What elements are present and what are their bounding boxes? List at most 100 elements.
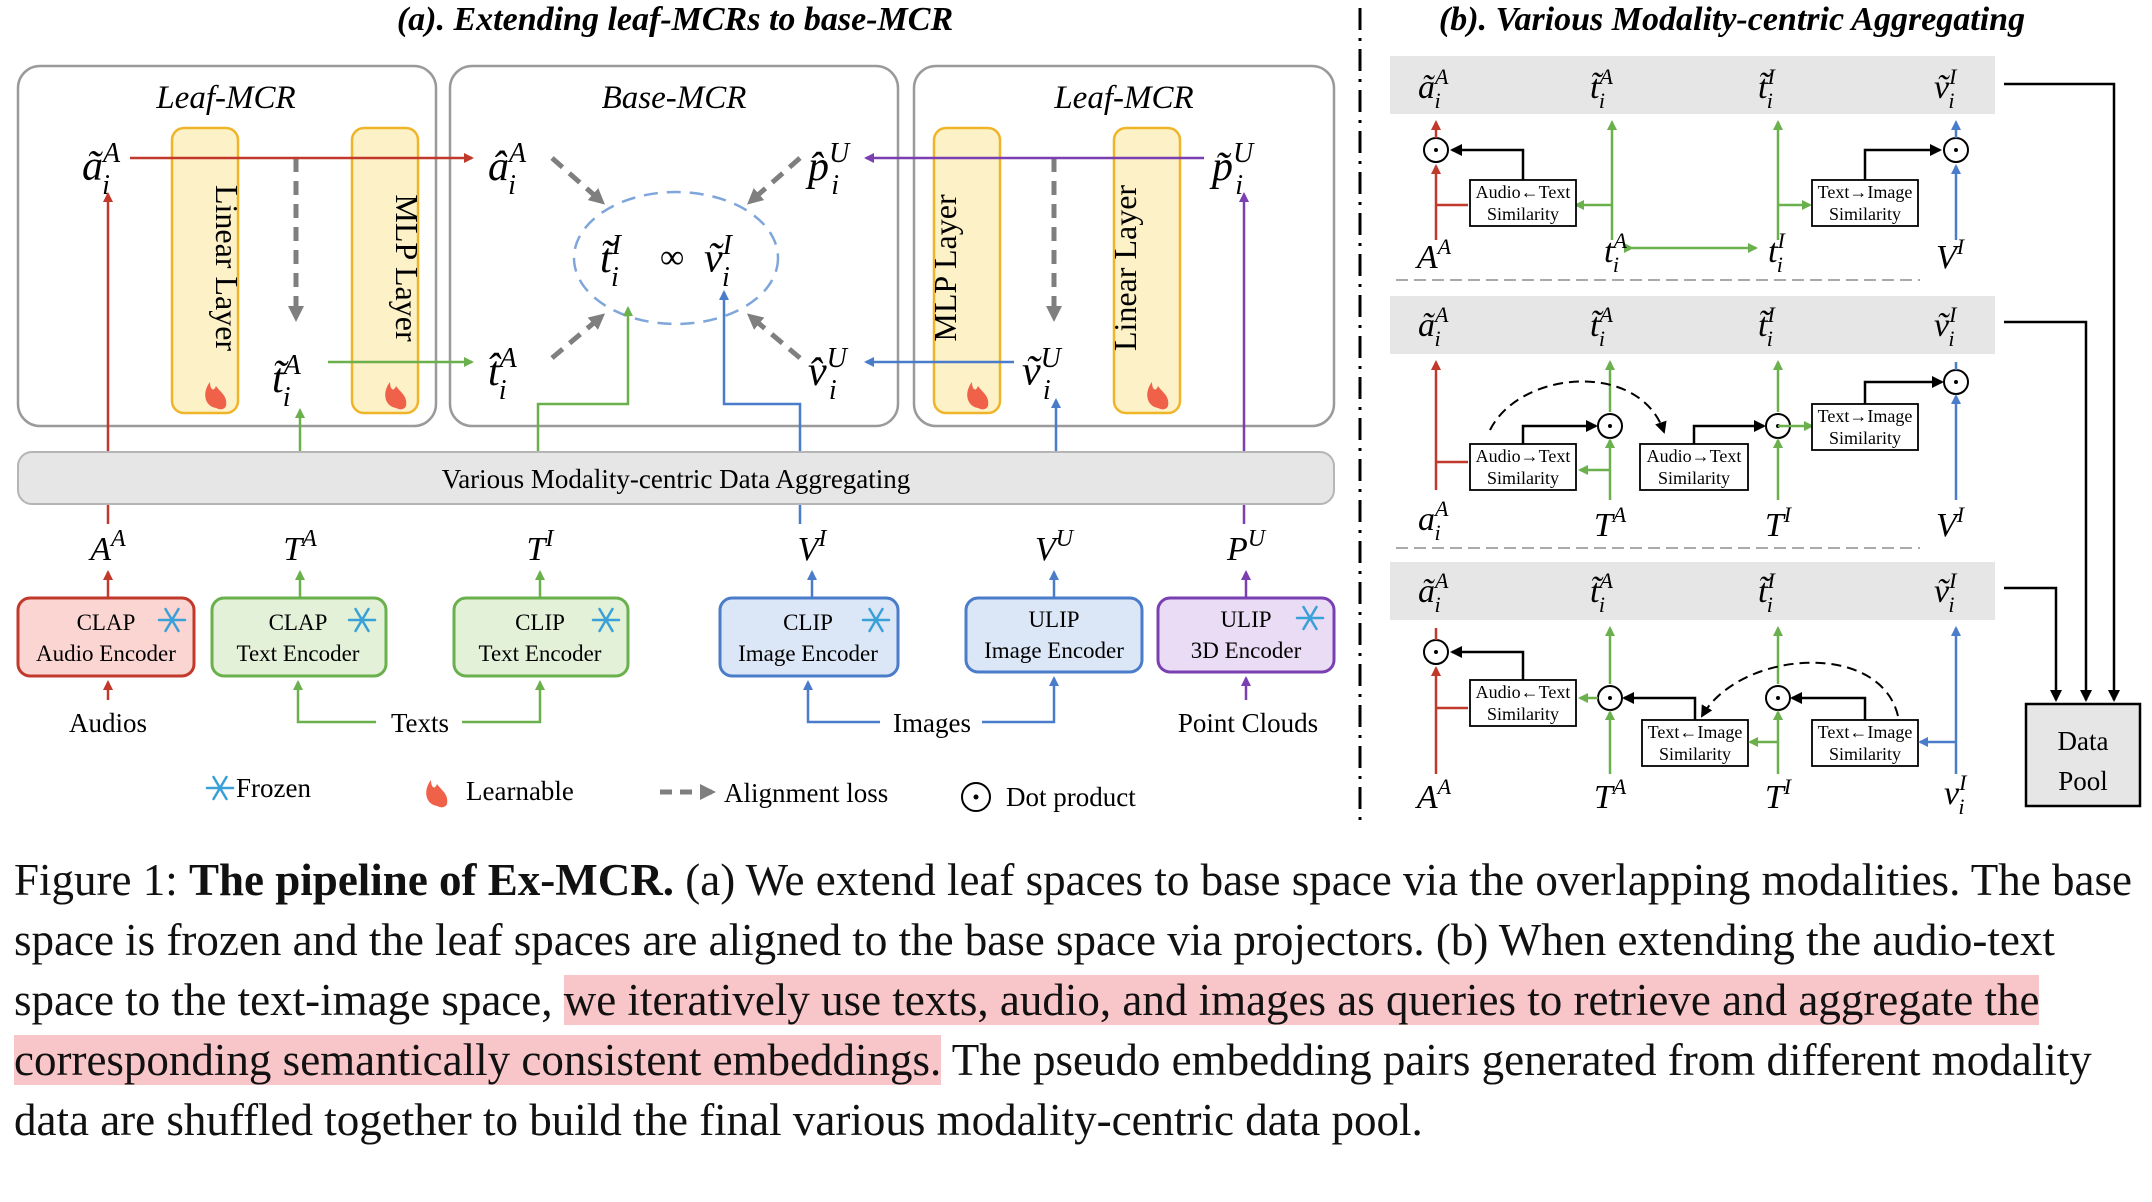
svg-text:ãAi: ãA i: [1418, 302, 1449, 351]
svg-text:t̃Ii: t̃I i: [1758, 64, 1776, 113]
svg-text:VI: VI: [1936, 234, 1966, 276]
symbol-T-I: TI: [527, 526, 555, 568]
svg-text:Similarity: Similarity: [1659, 744, 1731, 764]
svg-text:MLP Layer: MLP Layer: [389, 194, 425, 342]
figure-caption: Figure 1: The pipeline of Ex-MCR. (a) We…: [14, 850, 2142, 1150]
row-audio-centric: ãA i t̃A i t̃I i ṽI i Audio→Text Similarity …: [1390, 296, 1995, 545]
input-texts: Texts: [391, 708, 449, 738]
symbol-v-tilde-U: ṽU i: [1022, 343, 1063, 406]
symbol-a-hat: âA i: [488, 138, 527, 201]
caption-part1: (a) We extend leaf spaces to base space …: [14, 855, 2132, 1025]
symbol-V-U: VU: [1035, 526, 1075, 568]
clap-text-encoder: CLAP Text Encoder: [210, 596, 388, 678]
svg-text:Data: Data: [2058, 726, 2109, 756]
svg-text:Pool: Pool: [2058, 766, 2108, 796]
aggregating-bar: [17, 451, 1335, 505]
svg-text:CLAP: CLAP: [269, 610, 328, 635]
mlp-layer-right: MLP Layer: [927, 126, 1002, 415]
svg-text:MLP Layer: MLP Layer: [927, 194, 963, 342]
svg-text:TI: TI: [1765, 502, 1793, 544]
svg-text:Learnable: Learnable: [466, 776, 574, 806]
svg-text:3D Encoder: 3D Encoder: [1191, 638, 1302, 663]
panel-b-title: (b). Various Modality-centric Aggregatin…: [1439, 1, 2025, 38]
svg-text:vIi: vI i: [1944, 770, 1968, 819]
ulip-image-encoder: ULIP Image Encoder: [964, 596, 1144, 674]
svg-text:TI: TI: [1765, 774, 1793, 816]
svg-text:TA: TA: [1594, 502, 1627, 544]
svg-text:ULIP: ULIP: [1220, 607, 1271, 632]
symbol-V-I: VI: [798, 526, 828, 568]
leaf-mcr-left-label: Leaf-MCR: [155, 80, 295, 116]
leaf-mcr-left-box: [16, 64, 438, 428]
svg-text:VI: VI: [1936, 502, 1966, 544]
svg-text:Similarity: Similarity: [1829, 204, 1901, 224]
svg-text:Text←Image: Text←Image: [1818, 722, 1913, 742]
caption-part2: The pseudo embedding pairs generated fro…: [14, 1035, 2092, 1145]
symbol-v-tilde-I: ṽI i: [704, 230, 734, 293]
svg-text:Alignment loss: Alignment loss: [724, 778, 888, 808]
svg-text:Audio←Text: Audio←Text: [1476, 182, 1571, 202]
svg-text:CLAP: CLAP: [77, 610, 136, 635]
svg-text:Similarity: Similarity: [1829, 428, 1901, 448]
svg-text:Similarity: Similarity: [1658, 468, 1730, 488]
panel-a-title: (a). Extending leaf-MCRs to base-MCR: [397, 1, 953, 38]
caption-bold: The pipeline of Ex-MCR.: [189, 855, 675, 905]
encoder-output-arrows: [103, 570, 1251, 598]
clap-audio-encoder: CLAP Audio Encoder: [16, 596, 196, 678]
svg-text:AA: AA: [1415, 234, 1452, 276]
svg-text:Audio→Text: Audio→Text: [1647, 446, 1742, 466]
caption-prefix: Figure 1:: [14, 855, 189, 905]
symbol-p-tilde: p̃U i: [1209, 138, 1255, 201]
svg-text:tIi: tI i: [1768, 228, 1786, 277]
symbol-v-hat: v̂U i: [808, 343, 849, 406]
svg-text:Similarity: Similarity: [1487, 704, 1559, 724]
symbol-p-hat: p̂U i: [805, 138, 851, 201]
svg-text:Similarity: Similarity: [1829, 744, 1901, 764]
svg-text:Image Encoder: Image Encoder: [738, 641, 878, 666]
aggregating-bar-label: Various Modality-centric Data Aggregatin…: [442, 464, 911, 494]
symbol-t-hat: t̂A i: [488, 343, 518, 406]
svg-text:Text Encoder: Text Encoder: [237, 641, 360, 666]
leaf-mcr-right-box: [912, 64, 1336, 428]
svg-text:Linear Layer: Linear Layer: [209, 185, 245, 351]
svg-text:ṽIi: ṽI i: [1934, 64, 1958, 113]
row-image-centric: ãA i t̃A i t̃I i ṽI i Audio←Text Similarity …: [1390, 562, 1995, 819]
svg-text:ULIP: ULIP: [1028, 607, 1079, 632]
snowflake-icon: [205, 775, 235, 801]
svg-text:Image Encoder: Image Encoder: [984, 638, 1124, 663]
input-audios: Audios: [69, 708, 147, 738]
svg-text:t̃Ii: t̃I i: [1758, 302, 1776, 351]
row-text-centric: ãA i t̃A i t̃I i ṽI i Audio←Text Similarity …: [1390, 56, 1995, 277]
base-mcr-label: Base-MCR: [602, 80, 747, 116]
svg-text:aAi: aA i: [1418, 496, 1449, 545]
flame-icon: [426, 780, 448, 808]
data-pool: Data Pool: [2004, 82, 2142, 808]
symbol-a-tilde: ãA i: [82, 138, 121, 201]
svg-text:ãAi: ãA i: [1418, 64, 1449, 113]
svg-text:CLIP: CLIP: [515, 610, 565, 635]
svg-text:Similarity: Similarity: [1487, 204, 1559, 224]
svg-text:Dot product: Dot product: [1006, 782, 1136, 812]
ulip-3d-encoder: ULIP 3D Encoder: [1156, 596, 1336, 674]
input-point-clouds: Point Clouds: [1178, 708, 1318, 738]
svg-text:Text→Image: Text→Image: [1818, 182, 1913, 202]
pipeline-figure: (a). Extending leaf-MCRs to base-MCR Lea…: [16, 1, 2142, 820]
svg-text:Audio→Text: Audio→Text: [1476, 446, 1571, 466]
base-mcr-box: [448, 64, 900, 428]
svg-text:Frozen: Frozen: [236, 773, 311, 803]
svg-text:Linear Layer: Linear Layer: [1107, 185, 1143, 351]
svg-text:Text→Image: Text→Image: [1818, 406, 1913, 426]
leaf-mcr-right-label: Leaf-MCR: [1053, 80, 1193, 116]
dot-product-icon: [961, 782, 991, 812]
svg-text:Audio Encoder: Audio Encoder: [36, 641, 176, 666]
svg-text:AA: AA: [1415, 774, 1452, 816]
symbol-T-A: TA: [283, 526, 317, 568]
symbol-t-tilde-I: t̃I i: [600, 230, 623, 293]
clip-image-encoder: CLIP Image Encoder: [718, 596, 900, 678]
base-alignment-ellipse: [572, 190, 780, 326]
svg-text:tAi: tA i: [1604, 228, 1627, 277]
clip-text-encoder: CLIP Text Encoder: [452, 596, 630, 678]
svg-text:TA: TA: [1594, 774, 1627, 816]
svg-text:Audio←Text: Audio←Text: [1476, 682, 1571, 702]
svg-text:CLIP: CLIP: [783, 610, 833, 635]
